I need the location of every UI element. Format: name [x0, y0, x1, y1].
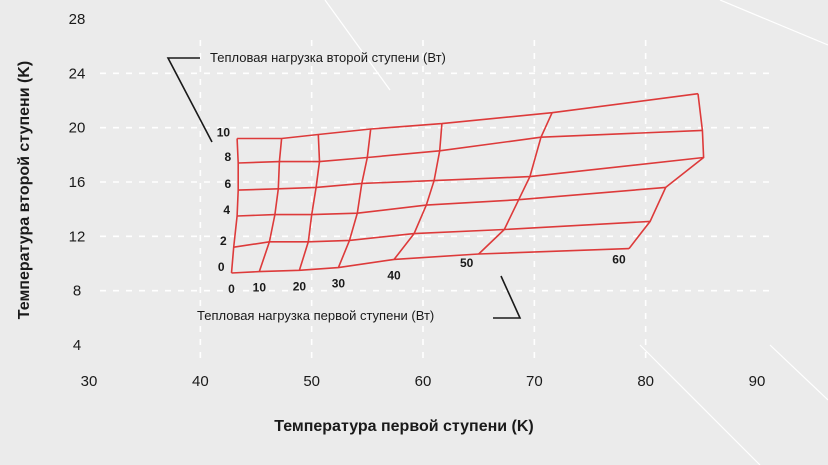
first-stage-load-line-10W [258, 138, 283, 272]
load-map-mesh [230, 92, 705, 274]
x-axis: 30 40 50 60 70 80 90 [81, 373, 766, 390]
y-tick-label: 12 [69, 228, 86, 245]
second-stage-load-line-4W [237, 186, 666, 217]
load-labels: 0 2 4 6 8 10 0 10 20 30 40 50 60 [217, 126, 626, 296]
x-tick-label: 90 [749, 373, 766, 390]
first-stage-load-label: 30 [332, 277, 346, 291]
y-axis: 4 8 12 16 20 24 28 [69, 11, 86, 354]
second-stage-load-line-2W [233, 220, 651, 248]
first-stage-load-line-50W [478, 112, 553, 255]
first-stage-load-line-0W [230, 138, 239, 274]
second-stage-load-label: 2 [220, 234, 227, 248]
x-tick-label: 50 [303, 373, 320, 390]
y-axis-title: Температура второй ступени (K) [16, 61, 33, 319]
y-tick-label: 24 [69, 65, 86, 82]
first-stage-load-label: 0 [228, 282, 235, 296]
second-stage-load-label: 0 [218, 260, 225, 274]
decorative-line [324, 0, 391, 91]
x-tick-label: 40 [192, 373, 209, 390]
first-stage-load-line-60W [628, 93, 705, 250]
first-stage-load-label: 40 [387, 268, 401, 282]
second-stage-load-annotation: Тепловая нагрузка второй ступени (Вт) [210, 50, 446, 65]
second-stage-load-label: 6 [224, 177, 231, 191]
second-stage-load-label: 8 [224, 150, 231, 164]
decorative-line [769, 344, 828, 401]
first-stage-load-label: 20 [293, 279, 307, 293]
decorative-line [639, 344, 761, 465]
decorative-line [719, 0, 828, 46]
x-tick-label: 80 [637, 373, 654, 390]
background-decoration [324, 0, 828, 465]
first-stage-load-label: 10 [253, 281, 267, 295]
y-tick-label: 8 [73, 283, 81, 300]
y-tick-label: 28 [69, 11, 86, 28]
x-tick-label: 30 [81, 373, 98, 390]
second-stage-load-line-0W [231, 247, 630, 274]
second-stage-load-label: 4 [223, 203, 230, 217]
first-stage-load-label: 60 [612, 253, 626, 267]
x-tick-label: 70 [526, 373, 543, 390]
y-tick-label: 4 [73, 337, 81, 354]
first-stage-annotation-pointer [493, 275, 522, 319]
first-stage-load-line-20W [298, 134, 321, 271]
first-stage-load-label: 50 [460, 256, 474, 270]
first-stage-load-annotation: Тепловая нагрузка первой ступени (Вт) [197, 308, 434, 323]
first-stage-load-line-40W [393, 123, 443, 260]
second-stage-load-label: 10 [217, 126, 231, 140]
x-tick-label: 60 [415, 373, 432, 390]
second-stage-annotation-pointer [166, 57, 213, 143]
grid [100, 40, 775, 362]
y-tick-label: 20 [69, 120, 86, 137]
second-stage-load-line-10W [237, 92, 699, 140]
y-tick-label: 16 [69, 174, 86, 191]
first-stage-load-line-30W [337, 128, 372, 268]
x-axis-title: Температура первой ступени (K) [274, 418, 534, 435]
